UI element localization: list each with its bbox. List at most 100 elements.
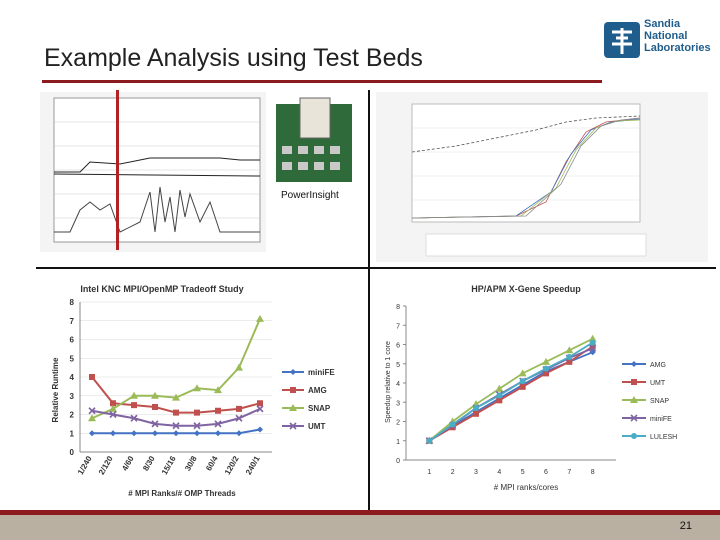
legend-marker [290,387,296,393]
data-point [152,404,158,410]
legend-marker [631,433,637,439]
powerinsight-label: PowerInsight [281,190,339,201]
y-tick-label: 0 [396,458,400,465]
y-tick-label: 8 [396,304,400,311]
y-tick-label: 4 [70,373,75,382]
data-point [151,420,159,428]
data-point [151,391,159,399]
footer-bar [0,510,720,540]
data-point [496,397,503,404]
legend-marker [630,396,638,403]
data-point [235,363,243,371]
legend-label: LULESH [650,434,677,441]
series-line [428,345,594,442]
series-line [428,341,594,442]
data-point [193,384,201,392]
y-tick-label: 5 [70,354,75,363]
data-point [543,370,549,377]
data-point [172,393,180,401]
legend-label: UMT [650,380,666,387]
data-point [588,334,597,342]
data-point [236,430,242,437]
y-tick-label: 6 [396,343,400,350]
marker-line [116,90,119,250]
bandwidth-power-image [376,92,708,262]
x-tick-label: 4 [497,469,501,476]
x-tick-label: 1 [427,469,431,476]
data-point [542,357,550,365]
legend-label: miniFE [308,368,335,377]
data-point [215,407,221,414]
data-point [543,365,549,372]
data-point [109,404,117,412]
y-tick-label: 0 [70,448,75,457]
x-axis-label: # MPI Ranks/# OMP Threads [128,489,236,498]
data-point [130,391,138,399]
vertical-divider [368,90,370,510]
x-tick-label: 2 [451,469,455,476]
data-point [566,358,573,365]
data-point [566,354,573,361]
data-point [110,430,116,437]
data-point [496,392,503,399]
data-point [257,426,263,433]
data-point [519,383,526,390]
data-point [173,430,179,437]
y-tick-label: 4 [396,381,400,388]
data-point [130,414,138,422]
data-point [256,405,264,413]
slide-title: Example Analysis using Test Beds [44,44,423,72]
data-point [172,422,180,430]
data-point [214,420,222,428]
y-tick-label: 7 [396,323,400,330]
data-point [194,430,200,437]
knc-tradeoff-chart: Intel KNC MPI/OpenMP Tradeoff Study Rela… [42,272,364,504]
data-point [518,369,527,377]
data-point [519,378,526,385]
horizontal-divider [36,267,716,269]
data-point [256,314,264,322]
y-tick-label: 6 [70,336,75,345]
x-axis-label: # MPI ranks/cores [494,483,558,492]
x-tick-label: 8 [591,469,595,476]
chart-title: HP/APM X-Gene Speedup [471,284,581,294]
y-axis-label: Speedup relative to 1 core [385,341,392,423]
legend-label: AMG [308,386,327,395]
powerinsight-device-image [276,97,352,182]
data-point [565,346,574,354]
logo-text: Sandia National Laboratories [644,18,711,54]
y-tick-label: 1 [70,429,75,438]
sandia-logo [604,22,640,58]
data-point [589,344,597,352]
legend-marker [289,404,297,411]
data-point [449,421,456,428]
legend-label: SNAP [650,398,669,405]
legend-label: SNAP [308,404,331,413]
data-point [88,407,96,415]
y-tick-label: 3 [396,400,400,407]
legend-marker [631,361,637,367]
data-point [257,400,263,407]
data-point [236,405,242,412]
data-point [110,400,116,407]
power-trace-image [40,92,266,252]
data-point [89,430,95,437]
logo-line: Sandia [644,18,681,30]
data-point [589,339,596,346]
data-point [89,374,95,380]
footer-accent [0,510,720,515]
data-point [235,414,243,422]
data-point [193,422,201,430]
series-line [428,337,594,442]
data-point [109,410,117,419]
legend-marker [631,379,637,385]
data-point [589,343,596,350]
y-tick-label: 5 [396,362,400,369]
data-point [214,386,222,394]
y-tick-label: 8 [70,298,75,307]
y-axis-label: Relative Runtime [51,357,60,422]
data-point [473,405,479,412]
data-point [173,409,179,416]
y-tick-label: 2 [70,411,75,420]
data-point [194,409,200,416]
